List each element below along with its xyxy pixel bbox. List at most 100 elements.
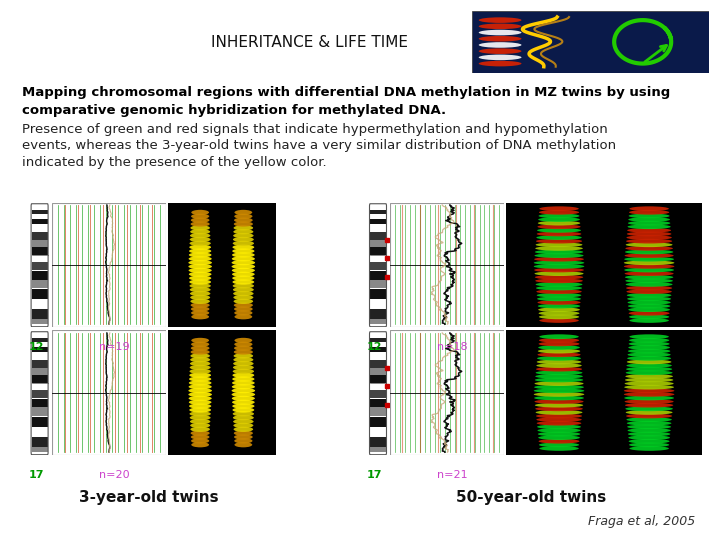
- Ellipse shape: [629, 206, 669, 211]
- Ellipse shape: [626, 242, 672, 247]
- Bar: [370, 299, 386, 309]
- Ellipse shape: [189, 369, 211, 374]
- Ellipse shape: [192, 442, 209, 447]
- Ellipse shape: [534, 264, 585, 269]
- Ellipse shape: [629, 435, 670, 440]
- Ellipse shape: [233, 415, 253, 420]
- Bar: [32, 309, 48, 319]
- Ellipse shape: [191, 346, 210, 351]
- Ellipse shape: [234, 310, 253, 315]
- Bar: [370, 437, 386, 447]
- Ellipse shape: [535, 407, 582, 411]
- Ellipse shape: [190, 423, 210, 428]
- Ellipse shape: [191, 430, 210, 436]
- Bar: [32, 214, 48, 218]
- Ellipse shape: [233, 275, 254, 281]
- Ellipse shape: [626, 410, 672, 415]
- Ellipse shape: [191, 434, 210, 440]
- Bar: [32, 225, 48, 231]
- Ellipse shape: [537, 428, 580, 433]
- Ellipse shape: [232, 396, 255, 401]
- Ellipse shape: [234, 430, 253, 436]
- Ellipse shape: [537, 228, 581, 233]
- Ellipse shape: [189, 400, 212, 405]
- Ellipse shape: [190, 291, 210, 296]
- Ellipse shape: [189, 376, 211, 382]
- Ellipse shape: [626, 407, 673, 411]
- Ellipse shape: [234, 214, 253, 219]
- Ellipse shape: [539, 213, 580, 218]
- Ellipse shape: [190, 233, 210, 238]
- Ellipse shape: [627, 356, 671, 361]
- Text: n=19: n=19: [99, 342, 130, 352]
- Ellipse shape: [189, 252, 212, 258]
- Ellipse shape: [189, 380, 212, 386]
- Ellipse shape: [234, 346, 253, 351]
- Text: Fraga et al, 2005: Fraga et al, 2005: [588, 515, 695, 528]
- Ellipse shape: [537, 300, 580, 305]
- Ellipse shape: [190, 419, 210, 424]
- Ellipse shape: [536, 370, 582, 375]
- Ellipse shape: [234, 434, 253, 440]
- Ellipse shape: [624, 271, 674, 276]
- Ellipse shape: [539, 318, 579, 323]
- Ellipse shape: [538, 345, 580, 350]
- Ellipse shape: [534, 399, 584, 404]
- Ellipse shape: [626, 414, 672, 418]
- Ellipse shape: [538, 303, 580, 308]
- Text: events, whereas the 3-year-old twins have a very similar distribution of DNA met: events, whereas the 3-year-old twins hav…: [22, 139, 616, 152]
- Ellipse shape: [232, 384, 255, 389]
- Ellipse shape: [626, 367, 672, 372]
- Ellipse shape: [535, 377, 583, 382]
- Ellipse shape: [189, 284, 211, 288]
- Ellipse shape: [537, 356, 581, 361]
- Ellipse shape: [629, 338, 669, 343]
- Ellipse shape: [536, 414, 582, 418]
- Ellipse shape: [534, 396, 584, 400]
- Ellipse shape: [536, 239, 582, 244]
- Ellipse shape: [539, 439, 580, 444]
- Ellipse shape: [627, 293, 672, 298]
- Text: comparative genomic hybridization for methylated DNA.: comparative genomic hybridization for me…: [22, 104, 446, 117]
- Ellipse shape: [479, 24, 521, 29]
- Ellipse shape: [192, 338, 209, 343]
- Bar: [32, 353, 48, 359]
- Ellipse shape: [629, 446, 669, 451]
- Ellipse shape: [628, 300, 671, 305]
- Ellipse shape: [232, 400, 255, 405]
- Ellipse shape: [233, 407, 254, 413]
- Ellipse shape: [235, 442, 252, 447]
- Bar: [370, 375, 386, 383]
- Ellipse shape: [189, 248, 211, 254]
- Ellipse shape: [626, 374, 673, 379]
- Ellipse shape: [233, 241, 254, 246]
- Ellipse shape: [479, 17, 521, 23]
- Ellipse shape: [624, 396, 674, 400]
- Bar: [32, 417, 48, 427]
- Ellipse shape: [189, 275, 211, 281]
- Ellipse shape: [235, 314, 252, 319]
- Bar: [32, 219, 48, 224]
- Ellipse shape: [536, 367, 582, 372]
- Bar: [370, 347, 386, 352]
- Ellipse shape: [534, 385, 584, 389]
- Ellipse shape: [536, 286, 582, 291]
- Ellipse shape: [624, 399, 674, 404]
- Ellipse shape: [625, 403, 673, 408]
- Bar: [370, 319, 386, 329]
- Ellipse shape: [539, 311, 580, 316]
- Bar: [370, 427, 386, 437]
- Bar: [370, 368, 386, 375]
- Ellipse shape: [537, 296, 581, 301]
- Ellipse shape: [232, 260, 255, 265]
- Ellipse shape: [628, 221, 670, 226]
- Bar: [370, 309, 386, 319]
- Ellipse shape: [534, 381, 584, 386]
- Ellipse shape: [191, 302, 210, 308]
- Text: Presence of green and red signals that indicate hypermethylation and hypomethyla: Presence of green and red signals that i…: [22, 123, 608, 136]
- Ellipse shape: [234, 349, 253, 355]
- Ellipse shape: [626, 235, 672, 240]
- Ellipse shape: [626, 239, 672, 244]
- Ellipse shape: [232, 268, 255, 273]
- Bar: [32, 334, 48, 338]
